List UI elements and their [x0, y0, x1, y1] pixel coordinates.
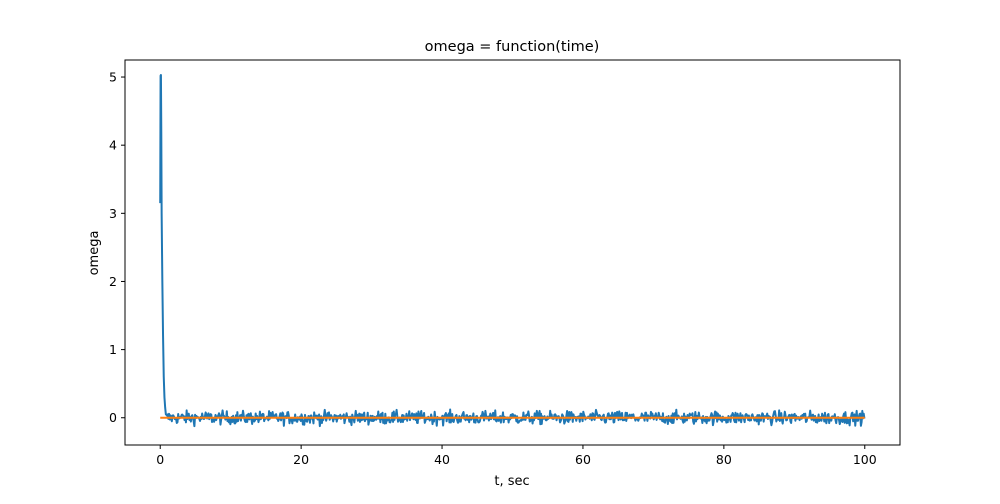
y-tick-label: 1: [109, 342, 117, 357]
y-tick-label: 4: [109, 138, 117, 153]
x-tick-label: 100: [853, 452, 877, 467]
y-tick-label: 0: [109, 410, 117, 425]
y-tick-label: 5: [109, 70, 117, 85]
x-axis-label: t, sec: [494, 474, 529, 489]
y-tick-label: 2: [109, 274, 117, 289]
plot-frame: [124, 59, 901, 446]
axes: 0 20 40 60 80 100 0 1 2 3 4 5: [109, 59, 901, 467]
chart-title: omega = function(time): [425, 39, 600, 55]
x-tick-label: 60: [575, 452, 591, 467]
x-tick-label: 20: [293, 452, 309, 467]
x-tick-label: 80: [716, 452, 732, 467]
plot-area: [159, 73, 866, 428]
y-axis-label: omega: [87, 231, 102, 276]
y-tick-label: 3: [109, 206, 117, 221]
x-tick-label: 0: [156, 452, 164, 467]
x-tick-label: 40: [434, 452, 450, 467]
